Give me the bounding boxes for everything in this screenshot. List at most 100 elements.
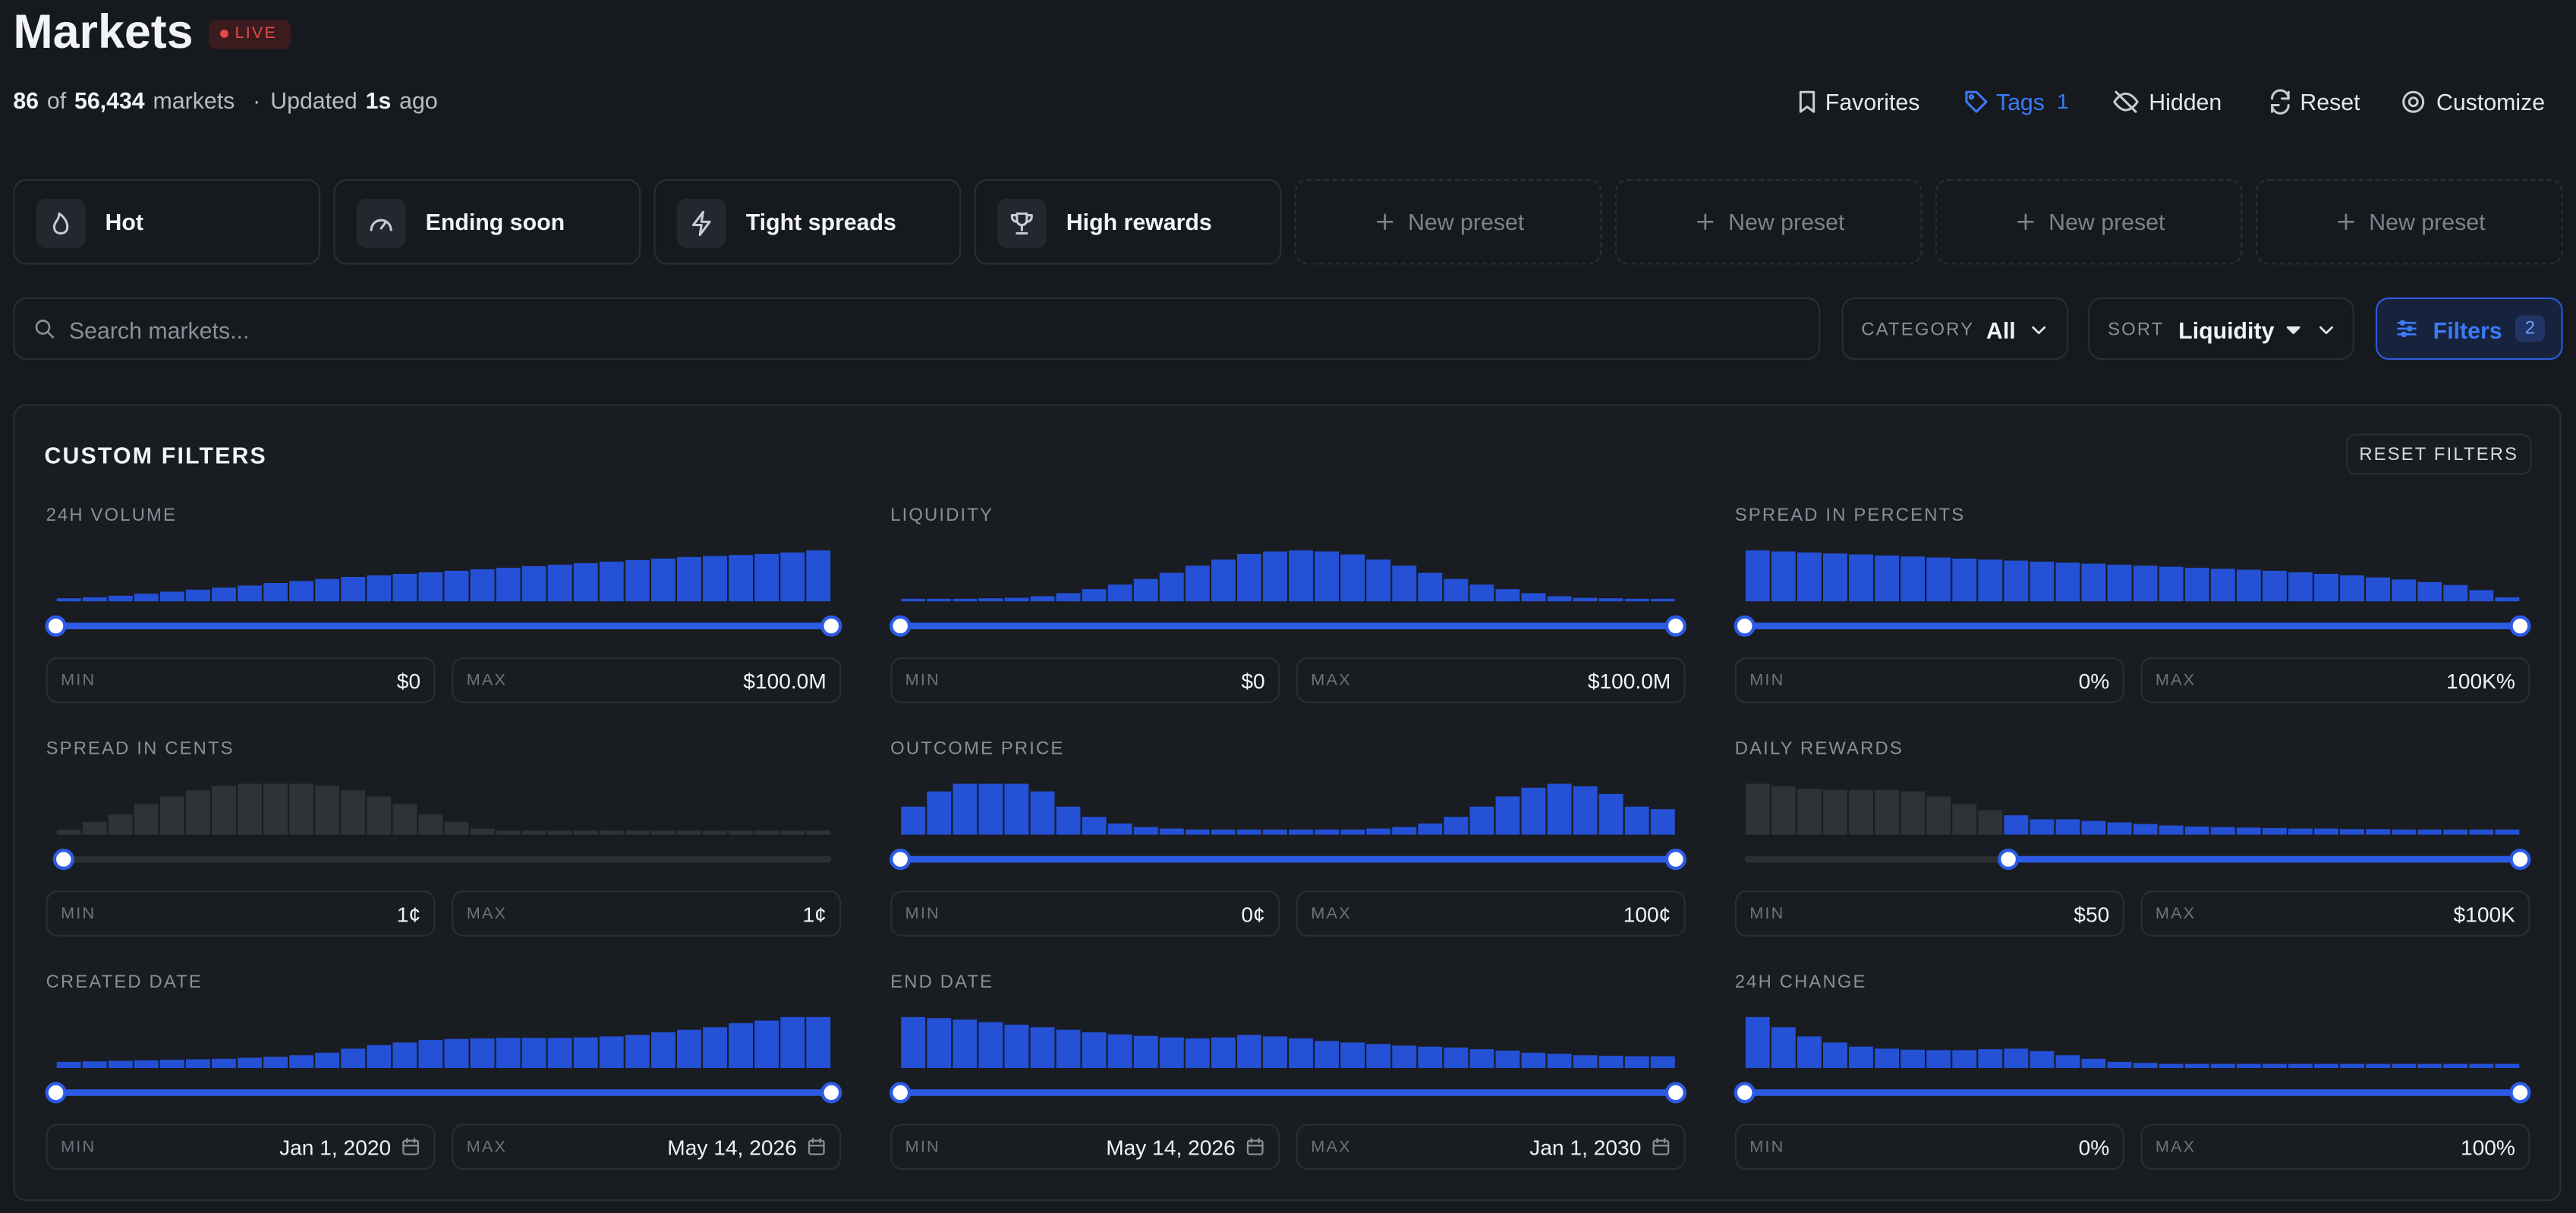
toolbar-button[interactable]: Customize [2436, 88, 2546, 115]
min-input[interactable]: MIN 0¢ [890, 890, 1280, 937]
histogram-bar [2314, 1063, 2338, 1068]
filter-label: END DATE [890, 972, 994, 993]
histogram-bar [953, 598, 978, 602]
slider-handle[interactable] [890, 1082, 912, 1104]
histogram-bar [418, 572, 443, 602]
slider-handle[interactable] [2509, 1082, 2531, 1104]
histogram-bar [1978, 1049, 2003, 1068]
slider-handle[interactable] [45, 615, 67, 637]
toolbar-button[interactable]: Reset [2300, 88, 2360, 115]
max-input[interactable]: MAX Jan 1, 2030 [1296, 1123, 1686, 1170]
slider-handle[interactable] [1734, 1082, 1756, 1104]
histogram-bar [2055, 1055, 2080, 1068]
preset-card[interactable]: High rewards [974, 178, 1282, 265]
min-input[interactable]: MIN Jan 1, 2020 [46, 1123, 436, 1170]
slider-handle[interactable] [1734, 615, 1756, 637]
histogram-bar [2417, 1063, 2442, 1068]
histogram-bar [927, 598, 952, 602]
preset-icon-tile [356, 198, 406, 248]
histogram-bar [754, 553, 779, 602]
histogram-bar [677, 1029, 701, 1068]
histogram-bar [1573, 597, 1598, 602]
toolbar-button[interactable]: Hidden [2149, 88, 2222, 115]
histogram-bar [1056, 806, 1081, 835]
histogram-bar [1521, 593, 1546, 602]
max-input[interactable]: MAX 1¢ [452, 890, 842, 937]
histogram-bar [1082, 817, 1107, 835]
slider-handle[interactable] [1998, 848, 2020, 871]
reset-filters-button[interactable]: RESET FILTERS [2345, 433, 2532, 475]
category-select[interactable]: CATEGORY All [1841, 297, 2069, 361]
preset-card[interactable]: New preset [2255, 178, 2563, 265]
max-input[interactable]: MAX 100% [2140, 1123, 2530, 1170]
min-value: $0 [396, 668, 421, 694]
histogram-bar [1650, 809, 1675, 835]
preset-card[interactable]: New preset [1935, 178, 2243, 265]
slider-handle[interactable] [890, 848, 912, 871]
histogram-bar [263, 583, 288, 602]
max-label: MAX [466, 672, 508, 691]
histogram-bar [444, 570, 469, 602]
toolbar-icon [1799, 90, 1815, 113]
histogram-bar [470, 828, 495, 835]
filters-button[interactable]: Filters 2 [2375, 297, 2563, 361]
max-label: MAX [1311, 672, 1352, 691]
preset-card[interactable]: Tight spreads [653, 178, 962, 265]
slider-handle[interactable] [820, 1082, 842, 1104]
histogram-bar [1444, 1048, 1469, 1068]
min-input[interactable]: MIN 0% [1734, 1123, 2124, 1170]
toolbar-button[interactable]: Favorites [1825, 88, 1920, 115]
max-input[interactable]: MAX $100K [2140, 890, 2530, 937]
chevron [2032, 326, 2046, 335]
slider-handle[interactable] [2509, 615, 2531, 637]
histogram-bar [573, 1037, 598, 1068]
search-input[interactable]: Search markets... [13, 297, 1821, 361]
min-input[interactable]: MIN May 14, 2026 [890, 1123, 1280, 1170]
max-input[interactable]: MAX $100.0M [1296, 657, 1686, 704]
histogram-bar [1598, 793, 1623, 835]
slider-handle[interactable] [2509, 848, 2531, 871]
preset-label: New preset [2369, 208, 2486, 235]
slider-handle[interactable] [1664, 848, 1686, 871]
min-input[interactable]: MIN 0% [1734, 657, 2124, 704]
preset-card[interactable]: New preset [1294, 178, 1602, 265]
max-input[interactable]: MAX 100K% [2140, 657, 2530, 704]
histogram-bar [1771, 551, 1796, 602]
histogram-bar [1030, 596, 1055, 602]
histogram-bar [2133, 1063, 2158, 1068]
histogram-bar [212, 588, 236, 602]
histogram-bar [806, 830, 831, 835]
live-dot [220, 29, 228, 38]
histogram-bar [2417, 581, 2442, 602]
histogram-bar [418, 814, 443, 835]
histogram-bar [1547, 1054, 1572, 1068]
slider-handle[interactable] [890, 615, 912, 637]
max-input[interactable]: MAX $100.0M [452, 657, 842, 704]
min-input[interactable]: MIN $0 [890, 657, 1280, 704]
histogram-bar [1771, 1027, 1796, 1068]
min-input[interactable]: MIN $0 [46, 657, 436, 704]
histogram-bar [1952, 1050, 1977, 1068]
max-input[interactable]: MAX May 14, 2026 [452, 1123, 842, 1170]
min-input[interactable]: MIN 1¢ [46, 890, 436, 937]
min-value: May 14, 2026 [1106, 1135, 1236, 1161]
min-input[interactable]: MIN $50 [1734, 890, 2124, 937]
slider-handle[interactable] [45, 1082, 67, 1104]
preset-card[interactable]: New preset [1614, 178, 1923, 265]
histogram-bar [780, 830, 805, 835]
preset-card[interactable]: Hot [13, 178, 321, 265]
histogram-bar [1875, 789, 1899, 835]
sort-select[interactable]: SORT Liquidity [2088, 297, 2354, 361]
histogram-bar [1030, 791, 1055, 835]
slider-handle[interactable] [1664, 1082, 1686, 1104]
slider-handle[interactable] [820, 615, 842, 637]
slider-handle[interactable] [52, 848, 74, 871]
preset-card[interactable]: Ending soon [333, 178, 641, 265]
histogram-bar [2081, 821, 2106, 835]
histogram-bar [2366, 829, 2391, 835]
max-input[interactable]: MAX 100¢ [1296, 890, 1686, 937]
toolbar-button[interactable]: Tags [1995, 88, 2045, 115]
histogram-bar [2443, 584, 2468, 602]
slider-track [55, 855, 832, 863]
slider-handle[interactable] [1664, 615, 1686, 637]
